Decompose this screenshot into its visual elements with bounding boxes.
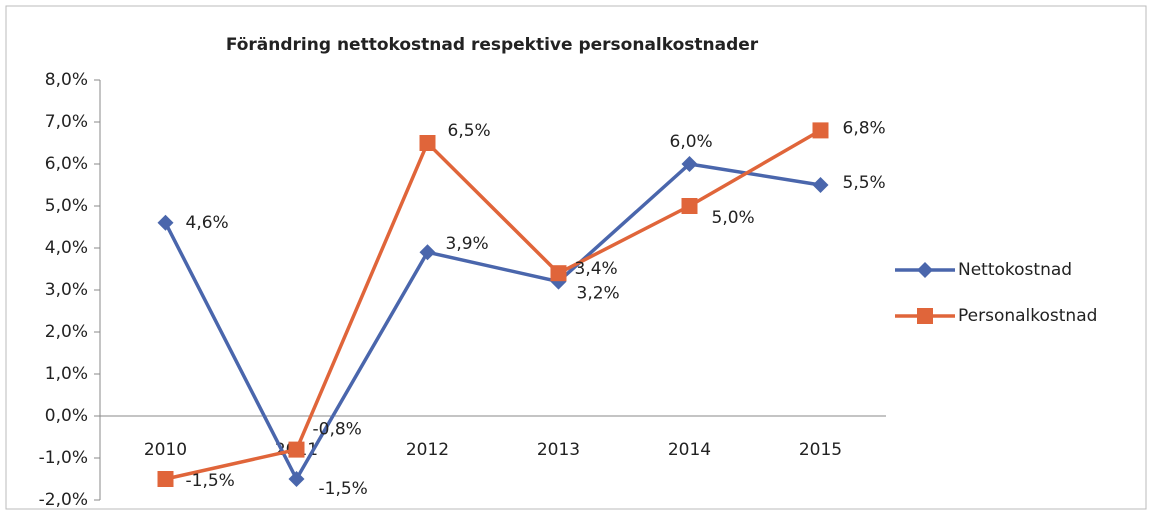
data-label: 5,5% [843,173,886,193]
data-label: 3,9% [446,234,489,254]
data-label: 6,8% [843,118,886,138]
marker [288,441,305,458]
y-tick-label: 2,0% [45,322,88,342]
data-label: -1,5% [186,471,235,491]
series-line [163,162,821,483]
marker [681,156,698,172]
data-label: 4,6% [186,213,229,233]
legend-label: Nettokostnad [958,260,1072,280]
series-line [165,128,822,481]
marker [812,122,829,139]
data-label: 3,2% [577,284,620,304]
x-tick-label: 2012 [406,440,449,460]
marker [419,135,436,151]
x-tick-label: 2013 [537,440,580,460]
data-label: 6,0% [670,132,713,152]
data-label: 6,5% [448,121,491,141]
data-label: 5,0% [712,208,755,228]
marker [917,262,933,278]
chart-title: Förändring nettokostnad respektive perso… [226,35,759,55]
marker [917,308,933,324]
marker [288,471,305,487]
marker [157,214,174,231]
y-tick-label: 7,0% [45,112,88,132]
marker [550,265,567,282]
y-tick-label: -2,0% [39,490,88,510]
y-tick-label: -1,0% [39,448,88,468]
y-tick-label: 6,0% [45,154,88,174]
data-label: -0,8% [313,420,362,440]
y-tick-label: 5,0% [45,196,88,216]
marker [419,244,436,261]
y-tick-label: 0,0% [45,406,88,426]
marker [681,198,698,214]
y-tick-label: 4,0% [45,238,88,258]
chart-border [5,5,1147,510]
marker [812,177,829,193]
x-tick-label: 2014 [668,440,711,460]
x-tick-label: 2010 [144,440,187,460]
y-tick-label: 8,0% [45,70,88,90]
marker [157,471,174,487]
y-tick-label: 1,0% [45,364,88,384]
y-tick-label: 3,0% [45,280,88,300]
legend-label: Personalkostnad [958,306,1097,326]
data-label: -1,5% [319,479,368,499]
x-tick-label: 2015 [799,440,842,460]
data-label: 3,4% [575,259,618,279]
